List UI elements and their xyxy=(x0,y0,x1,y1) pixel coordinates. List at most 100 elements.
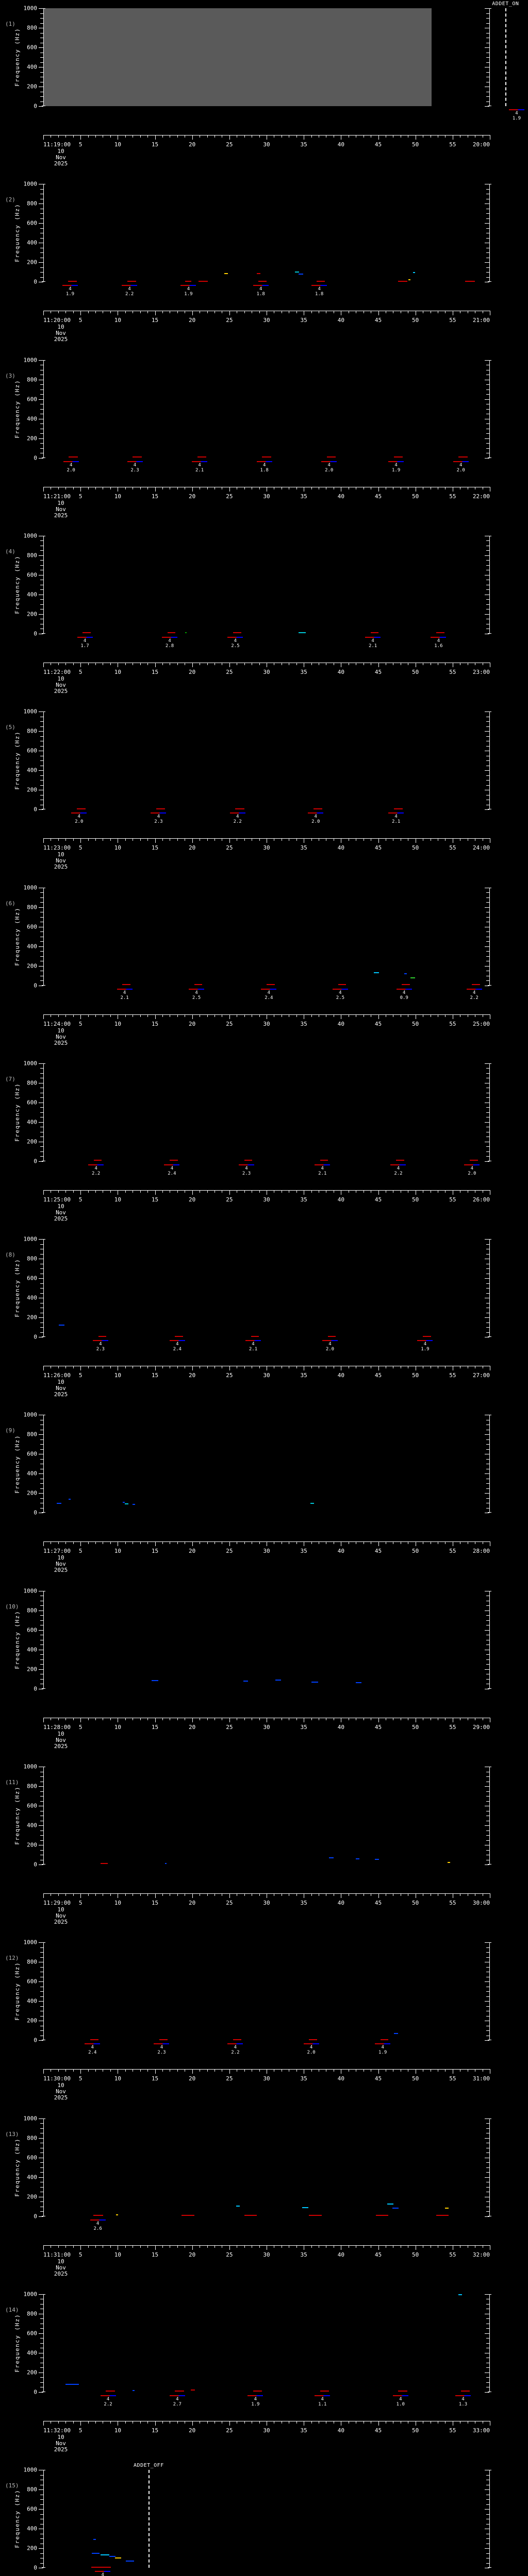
y-tick xyxy=(40,1957,43,1958)
x-tick-label: 25 xyxy=(226,2075,233,2082)
y-tick xyxy=(40,1488,43,1489)
plot-area[interactable]: 1000 800 600 400 200 0 xyxy=(24,1764,491,1868)
x-tick xyxy=(140,838,141,841)
x-tick xyxy=(43,1366,44,1371)
x-tick-label-end: 28:00 xyxy=(472,1548,490,1555)
y-tick-label: 800 xyxy=(27,1079,37,1087)
date-line: Nov xyxy=(56,2264,66,2271)
spectrogram-panel[interactable]: (1) Frequency (Hz) 1000 800 600 400 200 0 ADDET_… xyxy=(0,0,528,176)
detection-mark xyxy=(256,273,260,274)
y-tick xyxy=(40,2538,43,2539)
detection-mark xyxy=(387,2204,393,2205)
x-tick-label-end: 20:00 xyxy=(472,141,490,148)
y-tick-right xyxy=(486,2367,489,2368)
x-tick xyxy=(311,2069,312,2072)
y-tick xyxy=(40,267,43,268)
spectrogram-panel[interactable]: (7) Frequency (Hz) 1000 800 600 400 200 0 4 2.2 4 2… xyxy=(0,1055,528,1231)
x-tick xyxy=(214,1014,215,1017)
x-tick xyxy=(73,2420,74,2424)
spectrogram-panel[interactable]: (12) Frequency (Hz) 1000 800 600 400 200 0 4 2.4 4… xyxy=(0,1934,528,2110)
x-tick xyxy=(155,662,156,667)
plot-area[interactable]: 1000 800 600 400 200 0 xyxy=(24,1236,491,1341)
x-tick xyxy=(192,1366,193,1371)
plot-area[interactable]: 1000 800 600 400 200 0 xyxy=(24,1587,491,1692)
plot-area[interactable]: 1000 800 600 400 200 0 xyxy=(24,1939,491,2044)
x-tick xyxy=(311,838,312,841)
spectrogram-panel[interactable]: (6) Frequency (Hz) 1000 800 600 400 200 0 4 2.1 4 2… xyxy=(0,879,528,1055)
x-axis-date: 10 Nov 2025 xyxy=(43,148,78,167)
y-tick xyxy=(40,2211,43,2212)
y-tick-label: 200 xyxy=(27,1489,37,1497)
y-tick-right xyxy=(485,2548,489,2549)
plot-area[interactable]: 1000 800 600 400 200 0 xyxy=(24,181,491,285)
x-tick xyxy=(43,2069,44,2074)
y-tick-label: 200 xyxy=(27,2545,37,2552)
y-tick-right xyxy=(486,726,489,727)
y-tick xyxy=(40,1327,43,1328)
plot-area[interactable]: 1000 800 600 400 200 0 xyxy=(24,2291,491,2395)
y-tick xyxy=(40,23,43,24)
colorbar-bottom-label: 2.0 xyxy=(75,819,84,825)
plot-area[interactable]: 1000 800 600 400 200 0 xyxy=(24,532,491,637)
plot-area[interactable]: 1000 800 600 400 200 0 xyxy=(24,1060,491,1164)
colorbar-gradient xyxy=(192,461,208,462)
plot-area[interactable]: 1000 800 600 400 200 0 ADDET_OFF xyxy=(24,2463,491,2571)
y-axis-title: Frequency (Hz) xyxy=(13,888,21,986)
y-tick-right xyxy=(486,2563,489,2564)
y-tick-right xyxy=(486,1620,489,1621)
y-axis-title-text: Frequency (Hz) xyxy=(13,2138,21,2197)
y-tick-right xyxy=(486,1488,489,1489)
x-tick xyxy=(88,311,89,314)
y-tick-right xyxy=(486,1605,489,1606)
x-tick xyxy=(229,662,230,667)
y-tick xyxy=(40,1615,43,1616)
x-tick xyxy=(58,486,59,489)
x-tick xyxy=(259,1541,260,1545)
spectrogram-panel[interactable]: (3) Frequency (Hz) 1000 800 600 400 200 0 4 2.0 4 2… xyxy=(0,352,528,528)
spectrogram-panel[interactable]: (5) Frequency (Hz) 1000 800 600 400 200 0 4 2.0 4 2… xyxy=(0,703,528,879)
detection-mark xyxy=(320,2391,329,2392)
spectrogram-panel[interactable]: (2) Frequency (Hz) 1000 800 600 400 200 0 4 1.9 4 2… xyxy=(0,176,528,351)
x-tick xyxy=(80,662,81,667)
plot-area[interactable]: 1000 800 600 400 200 0 ADDET_ON xyxy=(24,1,519,110)
spectrogram-panel[interactable]: (9) Frequency (Hz) 1000 800 600 400 200 0 11:27:… xyxy=(0,1406,528,1582)
x-tick xyxy=(311,1366,312,1369)
x-tick-label: 55 xyxy=(449,1372,456,1379)
plot-area[interactable]: 1000 800 600 400 200 0 xyxy=(24,708,491,813)
plot-area[interactable]: 1000 800 600 400 200 0 xyxy=(24,1412,491,1516)
spectrogram-panel[interactable]: (4) Frequency (Hz) 1000 800 600 400 200 0 4 1.7 4 2… xyxy=(0,528,528,703)
x-tick xyxy=(125,1014,126,1017)
x-tick-label: 20 xyxy=(189,1196,196,1203)
x-tick xyxy=(147,838,148,841)
y-tick xyxy=(40,277,43,278)
detection-mark xyxy=(393,2032,399,2034)
spectrogram-panel[interactable]: (14) Frequency (Hz) 1000 800 600 400 200 0 4 2.2 4… xyxy=(0,2286,528,2462)
y-tick-right xyxy=(486,423,489,425)
x-tick xyxy=(378,1014,379,1019)
x-tick-label: 40 xyxy=(337,1196,344,1203)
x-tick xyxy=(162,662,163,665)
x-tick xyxy=(73,1541,74,1545)
spectrogram-panel[interactable]: (10) Frequency (Hz) 1000 800 600 400 200 0 11:28… xyxy=(0,1583,528,1758)
y-tick xyxy=(39,1630,43,1631)
x-tick-label-end: 31:00 xyxy=(472,2075,490,2082)
x-tick-label: 5 xyxy=(78,668,82,675)
plot-area[interactable]: 1000 800 600 400 200 0 xyxy=(24,884,491,989)
x-tick-label: 45 xyxy=(374,1548,382,1555)
x-tick-label: 20 xyxy=(189,844,196,852)
detection-mark xyxy=(91,2566,111,2568)
detection-mark xyxy=(309,2215,322,2216)
y-tick xyxy=(40,1507,43,1509)
spectrogram-panel[interactable]: (15) Frequency (Hz) 1000 800 600 400 200 0 ADDET… xyxy=(0,2462,528,2576)
y-tick xyxy=(40,2318,43,2319)
colorbar-top-label: 4 xyxy=(99,1342,102,1347)
colorbar-gradient xyxy=(227,636,243,638)
y-axis-right-spine xyxy=(488,8,491,106)
spectrogram-panel[interactable]: (13) Frequency (Hz) 1000 800 600 400 200 0 4 2.6 1… xyxy=(0,2110,528,2286)
plot-area[interactable]: 1000 800 600 400 200 0 xyxy=(24,357,491,461)
spectrogram-panel[interactable]: (11) Frequency (Hz) 1000 800 600 400 200 0 11:29… xyxy=(0,1758,528,1934)
date-line: Nov xyxy=(56,330,66,337)
plot-area[interactable]: 1000 800 600 400 200 0 xyxy=(24,2115,491,2219)
spectrogram-panel[interactable]: (8) Frequency (Hz) 1000 800 600 400 200 0 4 2.3 4 2… xyxy=(0,1231,528,1406)
x-tick xyxy=(88,135,89,138)
